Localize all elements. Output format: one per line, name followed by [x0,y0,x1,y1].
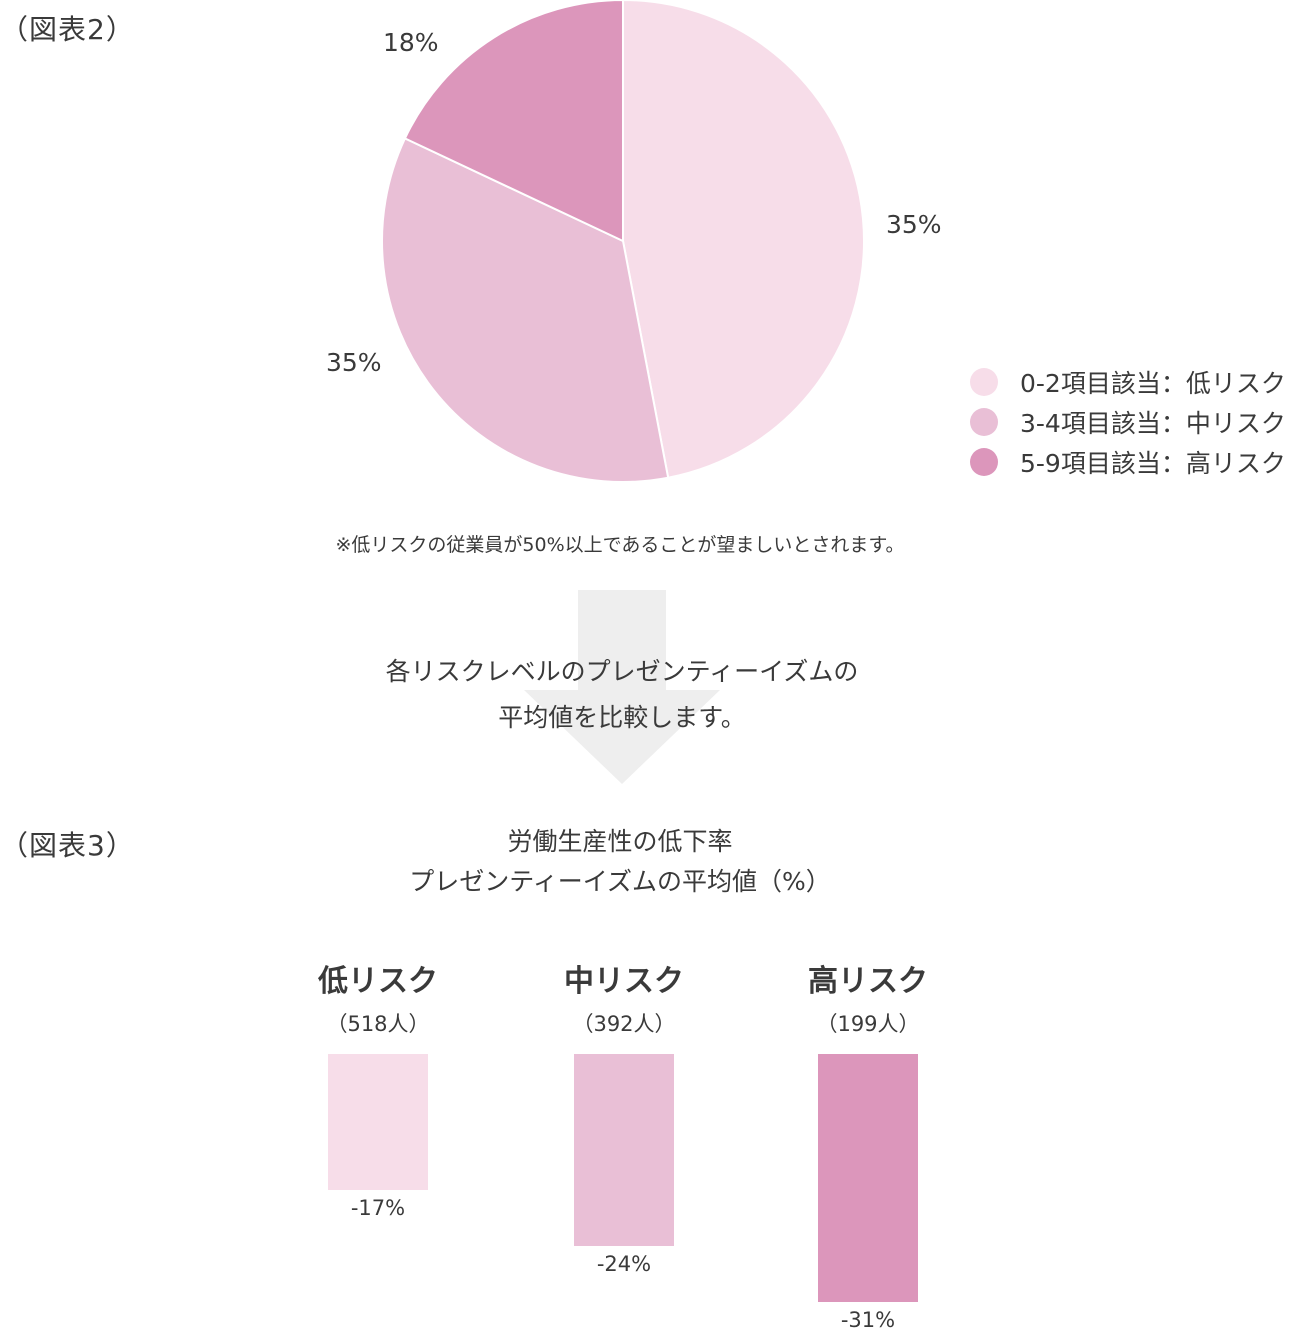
legend-item-high: 5-9項目該当：高リスク [970,442,1286,482]
figure2-label: （図表2） [0,13,135,46]
figure3-label: （図表3） [0,829,135,862]
bar-category-mid: 中リスク [564,964,684,999]
pie-label-low: 35% [886,210,942,239]
bar-count-low: （518人） [326,1012,430,1036]
legend-item-low: 0-2項目該当：低リスク [970,362,1286,402]
bar-count-high: （199人） [816,1012,920,1036]
pie-chart [381,0,865,483]
legend-dot-high [970,448,998,476]
pie-note: ※低リスクの従業員が50%以上であることが望ましいとされます。 [335,534,905,556]
pie-label-mid: 35% [326,348,382,377]
bar-value-label-low: -17% [350,1196,406,1220]
legend-dot-mid [970,408,998,436]
bar-header-low: 低リスク （518人） [253,956,503,1038]
bar-count-mid: （392人） [572,1012,676,1036]
bar-header-high: 高リスク （199人） [743,956,993,1038]
legend-label-mid: 3-4項目該当：中リスク [1020,409,1286,438]
arrow-text-line2: 平均値を比較します。 [498,703,746,732]
pie-slice-mid [381,137,670,483]
bar-chart-title-line2: プレゼンティーイズムの平均値（%） [409,867,831,896]
bar-value-label-mid: -24% [596,1252,652,1276]
bar-chart-title-line1: 労働生産性の低下率 [507,827,733,856]
arrow-text-line1: 各リスクレベルのプレゼンティーイズムの [385,657,859,686]
bar-header-mid: 中リスク （392人） [499,956,749,1038]
down-arrow-icon [524,590,720,784]
bar-mid [574,1054,674,1246]
legend-dot-low [970,368,998,396]
bar-low [328,1054,428,1190]
bar-category-high: 高リスク [808,964,928,999]
legend-label-high: 5-9項目該当：高リスク [1020,449,1286,478]
legend-item-mid: 3-4項目該当：中リスク [970,402,1286,442]
bar-category-low: 低リスク [318,964,438,999]
pie-slice-low [622,0,865,479]
legend-label-low: 0-2項目該当：低リスク [1020,369,1286,398]
pie-label-high: 18% [383,28,439,57]
bar-value-label-high: -31% [840,1308,896,1332]
bar-high [818,1054,918,1302]
pie-legend: 0-2項目該当：低リスク 3-4項目該当：中リスク 5-9項目該当：高リスク [970,362,1286,482]
pie-slice-high [403,0,624,243]
